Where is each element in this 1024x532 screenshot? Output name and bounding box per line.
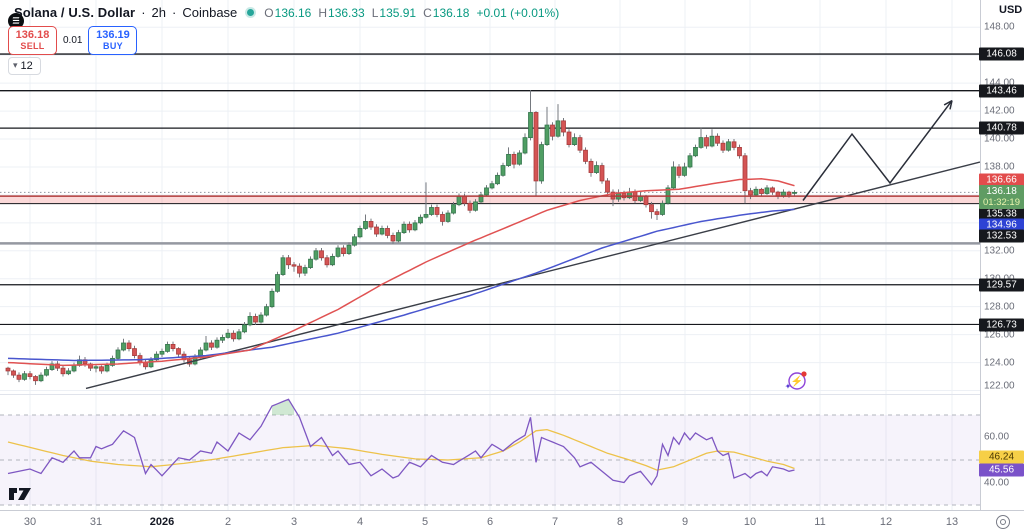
buy-price: 136.19 (96, 28, 130, 41)
time-label: 2 (224, 516, 232, 528)
time-label: 3 (290, 516, 298, 528)
price-tick: 148.00 (984, 21, 1015, 33)
svg-text:⚡: ⚡ (791, 375, 803, 388)
time-label: 12 (879, 516, 893, 528)
price-tick: 126.00 (984, 329, 1015, 341)
rsi-value-label: 45.56 (979, 463, 1024, 477)
price-level-label: 129.57 (979, 278, 1024, 292)
time-label: 6 (486, 516, 494, 528)
price-tick: 132.00 (984, 245, 1015, 257)
change-value: +0.01 (+0.01%) (476, 5, 560, 20)
buy-button[interactable]: 136.19 BUY (88, 26, 138, 55)
legend-toggle[interactable]: ▾ 12 (8, 57, 41, 75)
exchange-label: Coinbase (182, 5, 238, 20)
lightning-badge-icon: ⚡✦ (785, 371, 807, 391)
symbol-title[interactable]: Solana / U.S. Dollar (14, 5, 136, 20)
price-tick: 142.00 (984, 105, 1015, 117)
time-label: 9 (681, 516, 689, 528)
rsi-value-label: 46.24 (979, 450, 1024, 464)
price-tick: 140.00 (984, 133, 1015, 145)
time-label: 4 (356, 516, 364, 528)
price-pane[interactable]: ⚡✦ (0, 0, 980, 394)
time-label: 8 (616, 516, 624, 528)
time-label: 13 (945, 516, 959, 528)
market-status-icon[interactable] (247, 9, 255, 16)
sell-button[interactable]: 136.18 SELL (8, 26, 57, 55)
price-level-label: 132.53 (979, 229, 1024, 243)
currency-label[interactable]: USD (999, 4, 1023, 16)
price-level-label: 134.96 (979, 218, 1024, 232)
current-price-label: 136.18 01:32:19 (979, 185, 1024, 209)
pane-divider[interactable] (0, 394, 980, 395)
time-label: 2026 (149, 516, 175, 528)
time-label: 31 (89, 516, 103, 528)
time-label: 7 (551, 516, 559, 528)
price-level-label: 126.73 (979, 318, 1024, 332)
time-label: 11 (814, 516, 826, 528)
timezone-settings-icon[interactable] (996, 515, 1010, 529)
ohlc-readout: O136.16 H136.33 L135.91 C136.18 +0.01 (+… (264, 5, 560, 20)
price-level-label: 136.66 (979, 173, 1024, 187)
svg-text:✦: ✦ (785, 382, 792, 391)
rsi-tick: 40.00 (984, 477, 1010, 489)
time-label: 5 (421, 516, 429, 528)
symbol-sep: · (141, 5, 146, 20)
time-axis[interactable]: 30 31 2026 2 3 4 5 6 7 8 9 10 11 12 13 (0, 510, 1024, 532)
price-tick: 122.00 (984, 380, 1015, 392)
time-label: 30 (23, 516, 37, 528)
open-value: 136.16 (274, 5, 312, 20)
chevron-down-icon: ▾ (13, 59, 18, 70)
price-tick: 128.00 (984, 301, 1015, 313)
interval-label[interactable]: 2h (151, 5, 167, 20)
price-level-label: 146.08 (979, 47, 1024, 61)
symbol-sep2: · (172, 5, 177, 20)
high-value: 136.33 (328, 5, 365, 20)
low-value: 135.91 (379, 5, 417, 20)
rsi-pane[interactable] (0, 395, 980, 510)
price-level-label: 140.78 (979, 121, 1024, 135)
rsi-tick: 60.00 (984, 431, 1010, 443)
price-tick: 138.00 (984, 161, 1015, 173)
price-level-label: 143.46 (979, 84, 1024, 98)
legend-count: 12 (20, 60, 33, 72)
close-value: 136.18 (432, 5, 470, 20)
sell-price: 136.18 (15, 28, 50, 41)
time-label: 10 (743, 516, 757, 528)
price-level-label: 135.38 (979, 207, 1024, 221)
price-tick: 124.00 (984, 357, 1015, 369)
price-tick: 144.00 (984, 77, 1015, 89)
spread-value: 0.01 (57, 34, 89, 47)
trade-panel: 136.18 SELL 0.01 136.19 BUY (8, 26, 138, 55)
